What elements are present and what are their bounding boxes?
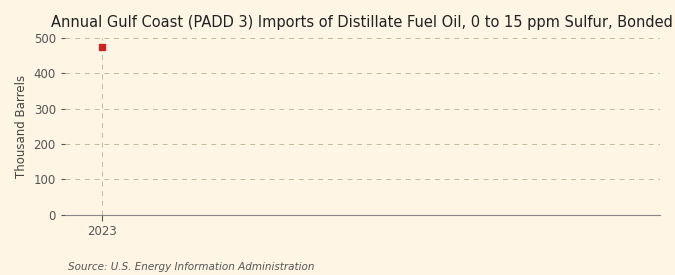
Y-axis label: Thousand Barrels: Thousand Barrels bbox=[15, 75, 28, 178]
Title: Annual Gulf Coast (PADD 3) Imports of Distillate Fuel Oil, 0 to 15 ppm Sulfur, B: Annual Gulf Coast (PADD 3) Imports of Di… bbox=[51, 15, 674, 30]
Text: Source: U.S. Energy Information Administration: Source: U.S. Energy Information Administ… bbox=[68, 262, 314, 272]
